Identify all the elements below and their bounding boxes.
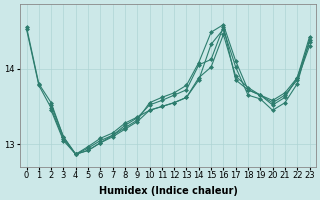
- X-axis label: Humidex (Indice chaleur): Humidex (Indice chaleur): [99, 186, 237, 196]
